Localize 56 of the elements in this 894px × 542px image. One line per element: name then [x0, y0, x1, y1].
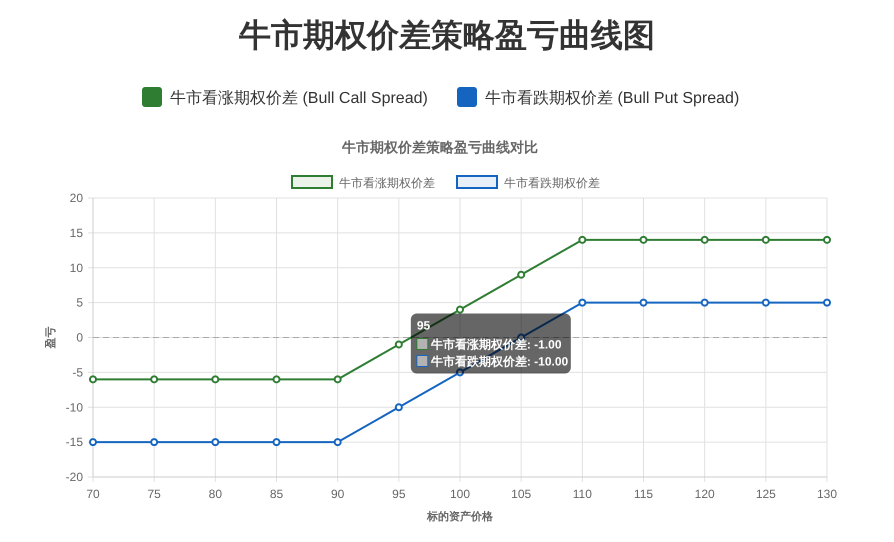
x-tick-label: 80 — [208, 487, 222, 501]
point — [394, 340, 403, 348]
x-tick-label: 120 — [694, 487, 715, 501]
point — [823, 236, 831, 244]
point — [700, 298, 709, 307]
point — [334, 375, 342, 384]
y-tick-label: -20 — [66, 470, 84, 484]
x-axis-title: 标的资产价格 — [426, 510, 494, 523]
x-tick-label: 105 — [511, 487, 532, 501]
point — [211, 438, 220, 446]
y-tick-label: 5 — [76, 296, 84, 310]
point — [517, 270, 526, 279]
point — [762, 298, 770, 307]
y-tick-label: -5 — [72, 365, 84, 380]
point — [762, 236, 770, 244]
text: 牛市期权价差策略盈亏曲线图 — [238, 17, 655, 53]
point — [700, 236, 709, 244]
point — [89, 438, 97, 446]
x-tick-label: 95 — [392, 487, 406, 501]
y-tick-label: -10 — [66, 400, 84, 414]
y-tick-label: 15 — [70, 226, 84, 240]
point — [394, 403, 403, 412]
legend-label: 牛市看跌期权价差 — [504, 176, 600, 190]
x-tick-label: 70 — [86, 487, 100, 501]
y-tick-label: 20 — [70, 191, 84, 205]
point — [150, 375, 158, 384]
y-tick-label: 0 — [76, 330, 84, 344]
point — [272, 438, 280, 446]
legend-label: 牛市看涨期权价差 — [339, 176, 435, 190]
x-tick-label: 130 — [816, 487, 838, 501]
x-tick-label: 90 — [330, 487, 345, 501]
category-label: 牛市看跌期权价差 (Bull Put Spread) — [485, 89, 740, 107]
y-tick-label: 10 — [70, 260, 84, 275]
y-axis-title: 盈亏 — [44, 326, 57, 350]
annotation: 95 — [416, 318, 431, 332]
point — [272, 375, 280, 384]
point — [640, 236, 648, 244]
y-tick-label: -15 — [66, 435, 84, 450]
x-tick-label: 110 — [572, 487, 592, 501]
point — [640, 298, 648, 307]
chart-title: 牛市期权价差策略盈亏曲线对比 — [341, 139, 538, 155]
point — [578, 298, 586, 307]
point — [89, 375, 97, 384]
x-tick-label: 75 — [147, 487, 162, 501]
x-tick-label: 125 — [756, 487, 776, 501]
x-tick-label: 85 — [270, 487, 284, 501]
point — [578, 236, 586, 244]
point — [456, 368, 464, 376]
x-tick-label: 100 — [450, 487, 470, 501]
x-tick-label: 115 — [634, 487, 654, 501]
point — [211, 375, 220, 384]
point — [334, 438, 342, 446]
point — [150, 438, 158, 446]
point — [456, 306, 464, 314]
point — [823, 298, 831, 307]
category-label: 牛市看涨期权价差 (Bull Call Spread) — [170, 89, 428, 107]
